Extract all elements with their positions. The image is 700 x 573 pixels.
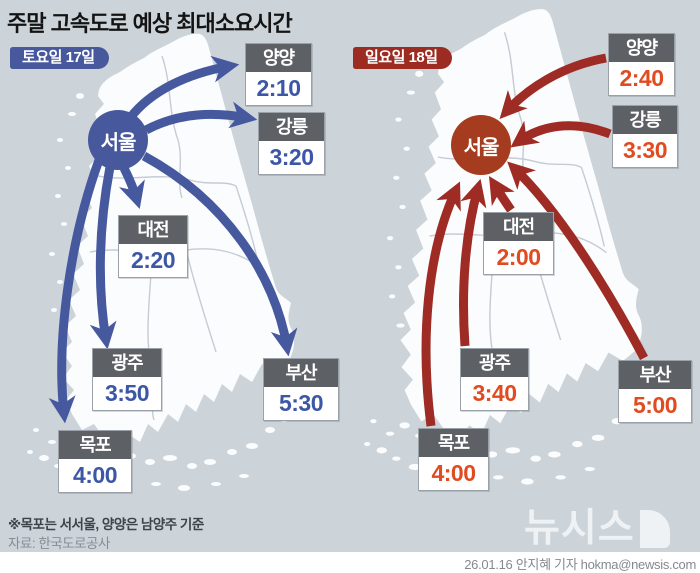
newsis-logo-text: 뉴시스 [524,507,635,550]
city-time-daejeon: 2:00 [484,241,553,274]
byline-credit: 26.01.16 안지혜 기자 hokma@newsis.com [464,557,696,572]
city-box-mokpo-sat: 목포 4:00 [58,430,132,493]
city-time-gangneung: 3:30 [613,134,677,167]
city-name-gangneung: 강릉 [259,113,324,141]
arrow-yangyang-to-seoul [499,53,607,119]
city-time-gwangju: 3:50 [93,377,161,410]
seoul-hub-saturday: 서울 [88,110,148,170]
city-time-gangneung: 3:20 [259,141,324,174]
arrow-seoul-to-daejeon [119,165,145,210]
arrow-mokpo-to-seoul [421,181,461,427]
city-name-yangyang: 양양 [609,34,674,62]
saturday-badge: 토요일 17일 [10,47,109,69]
city-box-gwangju-sat: 광주 3:50 [92,348,162,411]
arrow-seoul-to-gangneung [143,101,258,135]
city-box-busan-sat: 부산 5:30 [263,358,339,421]
arrow-gangneung-to-seoul [510,120,612,148]
city-box-gwangju-sun: 광주 3:40 [460,348,529,411]
source-credit: 자료: 한국도로공사 [8,536,110,551]
city-box-gangneung-sun: 강릉 3:30 [612,105,678,168]
city-box-mokpo-sun: 목포 4:00 [418,428,489,491]
city-name-gwangju: 광주 [93,349,161,377]
seoul-hub-sunday: 서울 [451,115,511,175]
arrow-seoul-to-busan [141,152,298,357]
city-time-busan: 5:30 [264,387,338,420]
arrow-gwangju-to-seoul [459,178,487,347]
city-name-busan: 부산 [619,361,691,389]
city-time-mokpo: 4:00 [59,459,131,492]
city-name-busan: 부산 [264,359,338,387]
city-name-mokpo: 목포 [419,429,488,457]
city-name-yangyang: 양양 [246,44,311,72]
city-name-gangneung: 강릉 [613,106,677,134]
city-time-mokpo: 4:00 [419,457,488,490]
sunday-badge: 일요일 18일 [353,47,452,69]
city-box-yangyang-sun: 양양 2:40 [608,33,675,96]
arrow-daejeon-to-seoul [488,175,515,213]
city-box-busan-sun: 부산 5:00 [618,360,692,423]
arrow-seoul-to-mokpo [48,158,104,424]
newsis-logo: 뉴시스 [524,508,670,550]
city-time-yangyang: 2:10 [246,72,311,105]
city-name-mokpo: 목포 [59,431,131,459]
city-box-gangneung-sat: 강릉 3:20 [258,112,325,175]
city-time-yangyang: 2:40 [609,62,674,95]
city-box-daejeon-sun: 대전 2:00 [483,212,554,275]
city-name-gwangju: 광주 [461,349,528,377]
city-time-busan: 5:00 [619,389,691,422]
newsis-logo-d-icon [639,510,670,548]
arrow-seoul-to-yangyang [126,55,240,121]
sunday-arrows [421,53,648,427]
footnote: ※목포는 서서울, 양양은 남양주 기준 [8,517,204,532]
city-box-yangyang-sat: 양양 2:10 [245,43,312,106]
saturday-arrows [48,55,298,424]
page-title: 주말 고속도로 예상 최대소요시간 [7,11,293,36]
city-name-daejeon: 대전 [484,213,553,241]
city-time-gwangju: 3:40 [461,377,528,410]
arrow-busan-to-seoul [507,161,648,361]
city-time-daejeon: 2:20 [119,244,187,277]
arrow-seoul-to-gwangju [89,166,117,350]
city-box-daejeon-sat: 대전 2:20 [118,215,188,278]
city-name-daejeon: 대전 [119,216,187,244]
